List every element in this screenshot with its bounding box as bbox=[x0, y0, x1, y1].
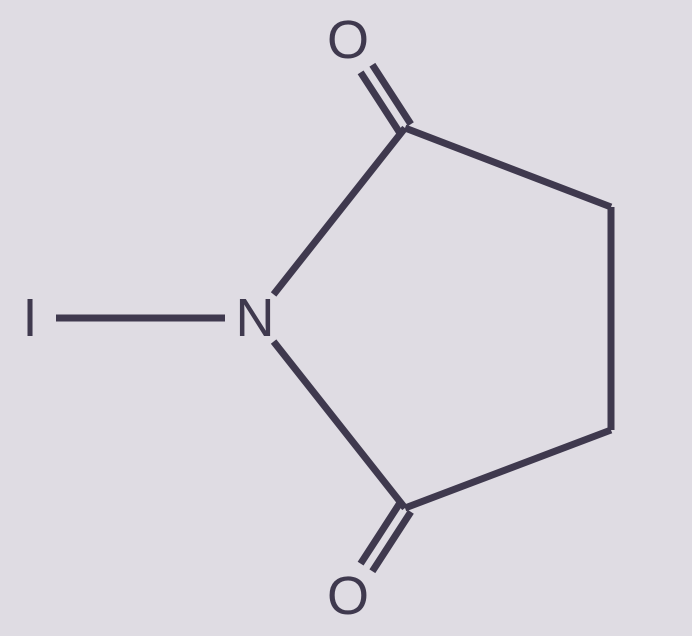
atom-label-o: O bbox=[327, 10, 369, 70]
atom-label-n: N bbox=[236, 288, 275, 348]
bond-line bbox=[405, 430, 611, 508]
bond-line bbox=[274, 342, 405, 508]
bond-line bbox=[274, 128, 405, 294]
molecule-diagram: N I O O bbox=[0, 0, 692, 636]
bond-line bbox=[405, 128, 611, 207]
atom-label-i: I bbox=[22, 288, 37, 348]
atom-label-o: O bbox=[327, 566, 369, 626]
